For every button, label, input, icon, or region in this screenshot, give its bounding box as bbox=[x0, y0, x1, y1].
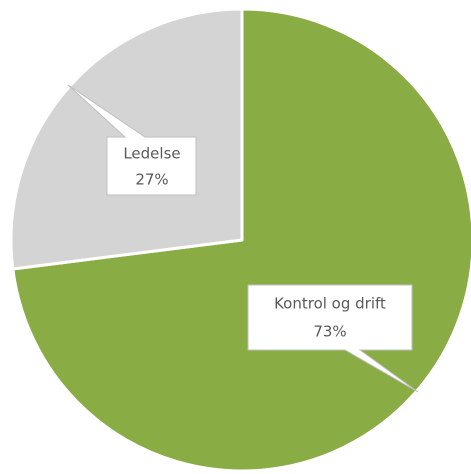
data-label: Kontrol og drift 73% bbox=[247, 284, 419, 393]
pie bbox=[9, 7, 471, 473]
category-label: Kontrol og drift bbox=[274, 295, 386, 313]
callout bbox=[247, 284, 419, 393]
callout bbox=[67, 84, 197, 196]
value-label: 27% bbox=[135, 171, 168, 189]
data-label: Ledelse 27% bbox=[67, 84, 197, 196]
category-label: Ledelse bbox=[123, 145, 180, 163]
value-label: 73% bbox=[313, 323, 346, 341]
